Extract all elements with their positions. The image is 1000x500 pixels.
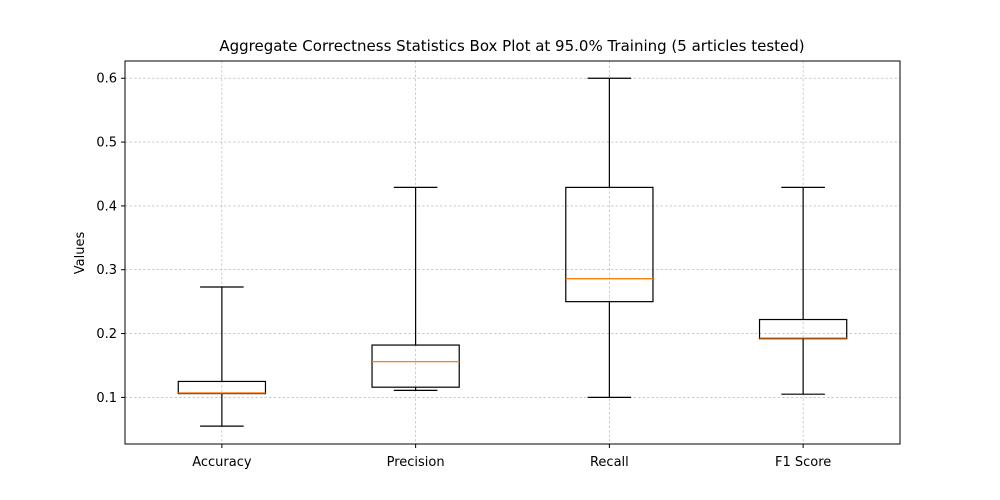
iqr-box <box>371 344 460 388</box>
x-tick-label: F1 Score <box>775 455 831 470</box>
y-tick-label: 0.6 <box>96 72 117 87</box>
box-precision <box>371 186 460 391</box>
y-tick-label: 0.4 <box>96 199 117 214</box>
x-tick-label: Recall <box>590 455 629 470</box>
plot-frame <box>124 60 901 445</box>
box-layer <box>177 77 848 427</box>
y-tick-label: 0.1 <box>96 391 117 406</box>
box-recall <box>565 77 654 399</box>
grid-layer <box>125 61 900 444</box>
y-tick-label: 0.2 <box>96 327 117 342</box>
iqr-box <box>565 186 654 303</box>
box-accuracy <box>177 286 267 427</box>
y-tick-label: 0.3 <box>96 263 117 278</box>
x-tick-label: Precision <box>387 455 445 470</box>
chart-title: Aggregate Correctness Statistics Box Plo… <box>219 37 804 55</box>
y-axis-label: Values <box>73 232 88 275</box>
x-tick-label: Accuracy <box>192 455 252 470</box>
y-tick-label: 0.5 <box>96 136 117 151</box>
tick-layer: 0.1 0.2 0.3 0.4 0.5 0.6 Accuracy Precision Recal… <box>96 72 831 470</box>
box-f1-score <box>758 186 848 395</box>
